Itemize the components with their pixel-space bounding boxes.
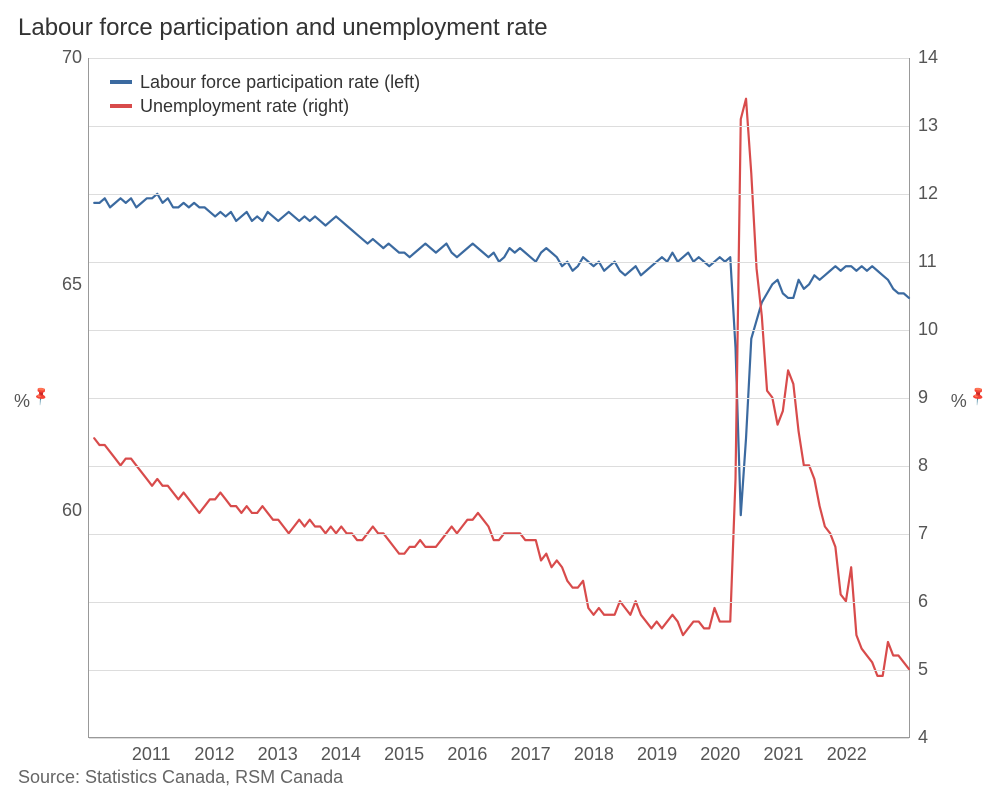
gridline	[89, 398, 909, 399]
chart-container: Labour force participation and unemploym…	[0, 0, 1000, 800]
gridline	[89, 126, 909, 127]
y-right-tick: 4	[918, 727, 978, 748]
y-left-tick: 70	[22, 47, 82, 68]
legend-swatch	[110, 80, 132, 84]
x-tick: 2015	[384, 744, 424, 765]
y-right-tick: 5	[918, 659, 978, 680]
gridline	[89, 738, 909, 739]
x-tick: 2022	[827, 744, 867, 765]
y-right-tick: 8	[918, 455, 978, 476]
gridline	[89, 670, 909, 671]
y-right-tick: 14	[918, 47, 978, 68]
y-left-tick: 65	[22, 274, 82, 295]
x-tick: 2014	[321, 744, 361, 765]
y-axis-left-label: %📌	[14, 388, 49, 412]
gridline	[89, 330, 909, 331]
chart-title: Labour force participation and unemploym…	[18, 14, 548, 42]
gridline	[89, 58, 909, 59]
x-tick: 2011	[132, 744, 171, 765]
legend-label: Labour force participation rate (left)	[140, 70, 420, 94]
y-right-tick: 10	[918, 319, 978, 340]
pin-icon: 📌	[30, 385, 53, 408]
x-tick: 2019	[637, 744, 677, 765]
x-tick: 2013	[258, 744, 298, 765]
y-right-tick: 12	[918, 183, 978, 204]
gridline	[89, 262, 909, 263]
x-tick: 2020	[700, 744, 740, 765]
series-line	[94, 99, 909, 676]
y-right-tick: 11	[918, 251, 978, 272]
legend-item: Unemployment rate (right)	[110, 94, 420, 118]
legend-swatch	[110, 104, 132, 108]
legend-label: Unemployment rate (right)	[140, 94, 349, 118]
gridline	[89, 194, 909, 195]
gridline	[89, 602, 909, 603]
plot-area	[88, 58, 910, 738]
chart-source: Source: Statistics Canada, RSM Canada	[18, 767, 343, 788]
y-right-tick: 13	[918, 115, 978, 136]
x-tick: 2012	[194, 744, 234, 765]
x-tick: 2021	[764, 744, 804, 765]
y-right-tick: 9	[918, 387, 978, 408]
y-right-tick: 6	[918, 591, 978, 612]
legend: Labour force participation rate (left) U…	[110, 70, 420, 119]
y-right-tick: 7	[918, 523, 978, 544]
gridline	[89, 466, 909, 467]
x-tick: 2018	[574, 744, 614, 765]
y-left-tick: 60	[22, 500, 82, 521]
legend-item: Labour force participation rate (left)	[110, 70, 420, 94]
x-tick: 2017	[511, 744, 551, 765]
x-tick: 2016	[447, 744, 487, 765]
gridline	[89, 534, 909, 535]
